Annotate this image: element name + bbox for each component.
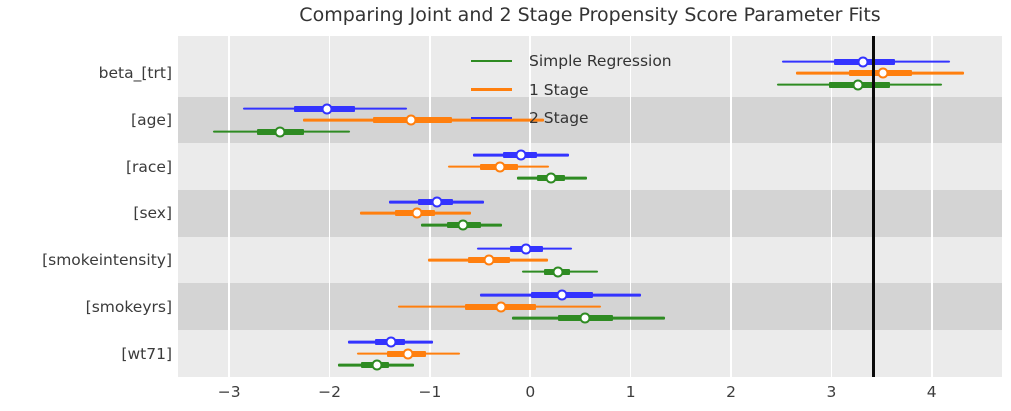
point-marker-1-stage — [494, 161, 506, 173]
point-marker-2-stage — [556, 289, 568, 301]
shaded-row-band — [178, 96, 1002, 144]
y-tick-label: [smokeintensity] — [42, 251, 172, 270]
x-tick-label: 3 — [826, 383, 837, 401]
point-marker-2-stage — [321, 103, 333, 114]
legend-entry-label: 1 Stage — [529, 80, 589, 99]
y-tick-label: [race] — [125, 157, 172, 176]
legend-entry-label: 2 Stage — [529, 109, 589, 127]
point-marker-simple-regression — [852, 79, 864, 91]
point-marker-simple-regression — [457, 219, 469, 231]
legend-line-sample — [471, 88, 512, 91]
plot-area — [178, 36, 1002, 377]
point-marker-1-stage — [877, 67, 889, 79]
legend-entry-label: Simple Regression — [529, 52, 672, 70]
gridline — [228, 36, 230, 377]
y-tick-label: [age] — [131, 111, 172, 129]
legend-line-sample — [471, 116, 512, 120]
point-marker-simple-regression — [579, 312, 591, 324]
gridline — [730, 36, 732, 377]
gridline — [930, 36, 933, 377]
gridline — [529, 36, 532, 377]
gridline — [429, 36, 431, 377]
point-marker-2-stage — [515, 149, 527, 161]
point-marker-simple-regression — [371, 359, 383, 371]
point-marker-1-stage — [495, 301, 507, 313]
gridline — [830, 36, 833, 377]
shaded-row-band — [178, 190, 1002, 237]
point-marker-simple-regression — [274, 126, 286, 137]
point-marker-simple-regression — [552, 266, 564, 278]
point-marker-1-stage — [402, 348, 414, 359]
point-marker-2-stage — [431, 196, 443, 208]
y-tick-label: [smokeyrs] — [85, 297, 172, 316]
point-marker-2-stage — [385, 336, 397, 348]
x-tick-label: 0 — [525, 383, 536, 401]
point-marker-1-stage — [405, 114, 417, 126]
gridline — [629, 36, 632, 377]
x-tick-label: 1 — [625, 383, 636, 401]
y-tick-label: [sex] — [133, 204, 172, 223]
point-marker-1-stage — [411, 207, 423, 219]
gridline — [328, 36, 331, 377]
x-tick-label: −1 — [418, 383, 442, 401]
point-marker-2-stage — [857, 56, 869, 68]
chart-title: Comparing Joint and 2 Stage Propensity S… — [299, 4, 881, 26]
x-tick-label: −3 — [217, 383, 241, 401]
reference-line — [872, 36, 875, 377]
x-tick-label: 2 — [726, 383, 736, 401]
x-tick-label: 4 — [926, 383, 937, 401]
legend-line-sample — [471, 59, 512, 63]
point-marker-2-stage — [520, 243, 532, 255]
y-tick-label: beta_[trt] — [98, 64, 172, 83]
y-tick-label: [wt71] — [121, 344, 172, 363]
point-marker-1-stage — [483, 254, 495, 266]
x-tick-label: −2 — [318, 383, 341, 401]
point-marker-simple-regression — [545, 172, 557, 184]
